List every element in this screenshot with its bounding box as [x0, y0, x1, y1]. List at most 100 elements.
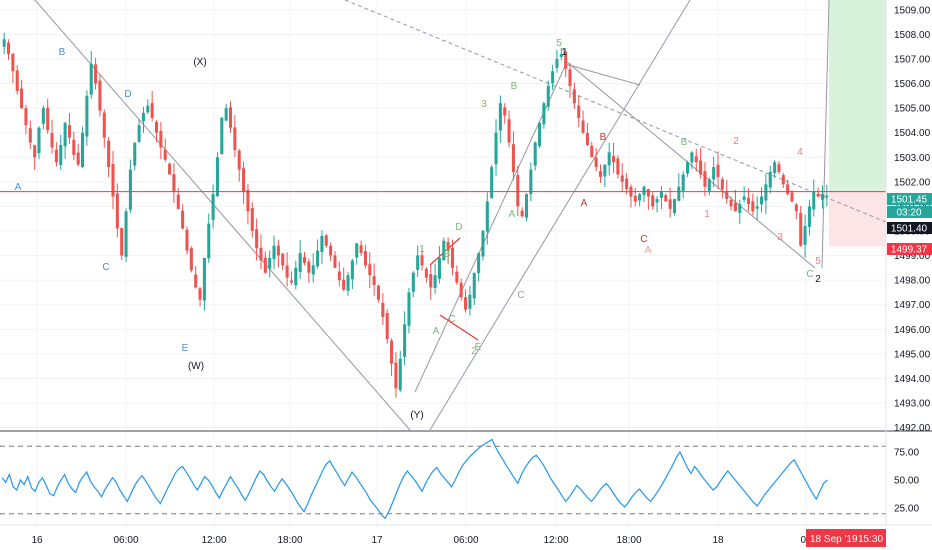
wave-label-green-b-right: B: [681, 137, 688, 148]
candle-up: [533, 142, 537, 166]
candle-up: [494, 132, 498, 165]
candle-down: [163, 149, 167, 160]
candle-down: [520, 210, 524, 217]
candle-down: [716, 164, 720, 177]
candle-down: [668, 199, 672, 209]
candle-up: [603, 164, 607, 177]
stop-loss-zone: [829, 191, 886, 247]
time-cursor-time: 15:30: [858, 534, 883, 545]
candle-up: [272, 245, 276, 259]
wave-label-green-2: 2: [471, 346, 477, 357]
candle-up: [638, 194, 642, 201]
time-tick-label: 18:00: [277, 535, 302, 546]
candle-down: [786, 184, 790, 195]
candle-down: [564, 51, 568, 69]
candle-down: [777, 164, 781, 172]
candle-up: [37, 127, 41, 154]
wave-label-red-c: C: [640, 234, 647, 245]
time-tick-label: 12:00: [543, 535, 568, 546]
candle-up: [2, 39, 6, 47]
candle-down: [54, 149, 58, 163]
last-price-tag-label: 1501.45: [891, 195, 928, 206]
trend-line: [429, 0, 691, 431]
candle-down: [459, 282, 463, 298]
time-tick-label: 16: [31, 535, 43, 546]
candle-down: [281, 253, 285, 266]
price-tick-label: 1507.00: [894, 54, 931, 65]
candle-down: [620, 175, 624, 182]
candle-down: [337, 271, 341, 281]
position-zones: [829, 0, 886, 247]
wave-label-wave-2: 2: [815, 274, 821, 285]
wave-label-blue-a: A: [15, 182, 22, 193]
candle-down: [720, 179, 724, 190]
candle-up: [207, 223, 211, 259]
price-tick-label: 1492.00: [894, 423, 931, 434]
candle-down: [568, 69, 572, 86]
candle-up: [124, 211, 128, 257]
candle-down: [98, 80, 102, 111]
candle-up: [498, 103, 502, 131]
red-diagonal: [439, 314, 479, 341]
stop-price-tag: [887, 243, 932, 255]
candle-down: [246, 190, 250, 212]
wave-label-red-b: B: [600, 132, 607, 143]
candle-down: [455, 271, 459, 283]
price-tick-label: 1497.00: [894, 300, 931, 311]
candle-down: [794, 204, 798, 212]
candle-down: [751, 201, 755, 212]
candle-down: [11, 54, 15, 72]
candle-up: [298, 253, 302, 272]
candle-down: [585, 133, 589, 145]
candle-up: [220, 117, 224, 154]
candle-up: [555, 58, 559, 68]
candle-down: [50, 133, 54, 148]
candle-down: [159, 130, 163, 148]
candle-up: [707, 179, 711, 191]
wave-label-green-a: A: [433, 326, 440, 337]
candle-down: [307, 261, 311, 273]
candle-down: [107, 140, 111, 168]
last-price-tag: [887, 193, 932, 205]
candle-down: [329, 245, 333, 256]
candle-up: [85, 95, 89, 137]
price-tag: [887, 222, 932, 234]
candle-up: [224, 108, 228, 121]
candle-up: [538, 122, 542, 147]
candle-up: [803, 226, 807, 245]
candle-up: [755, 206, 759, 209]
candle-down: [446, 242, 450, 251]
candle-down: [7, 42, 11, 55]
candle-down: [372, 276, 376, 286]
candle-down: [503, 107, 507, 116]
candle-up: [41, 108, 45, 124]
time-cursor-tag: [806, 529, 886, 547]
trend-line: [821, 0, 830, 269]
candle-up: [311, 265, 315, 275]
candle-up: [529, 169, 533, 195]
candle-down: [120, 228, 124, 256]
candle-down: [507, 119, 511, 143]
candle-down: [581, 120, 585, 133]
rsi-tick-label: 75.00: [894, 447, 919, 458]
trend-line: [564, 63, 641, 86]
candle-down: [577, 105, 581, 118]
candle-up: [407, 292, 411, 326]
candle-down: [616, 158, 620, 175]
candle-up: [202, 258, 206, 301]
price-tick-label: 1504.00: [894, 128, 931, 139]
candle-up: [672, 199, 677, 214]
candle-up: [472, 272, 476, 299]
wave-label-green-c-right: C: [806, 269, 813, 280]
candle-up: [211, 194, 215, 220]
candle-down: [781, 175, 785, 185]
wave-label-pink-2: 2: [733, 136, 739, 147]
candle-down: [363, 251, 367, 266]
wave-label-wave-w: (W): [188, 361, 204, 372]
candle-down: [594, 157, 598, 168]
price-tick-label: 1502.00: [894, 177, 931, 188]
candle-up: [89, 63, 93, 95]
candle-down: [429, 274, 433, 288]
candle-down: [259, 247, 263, 261]
